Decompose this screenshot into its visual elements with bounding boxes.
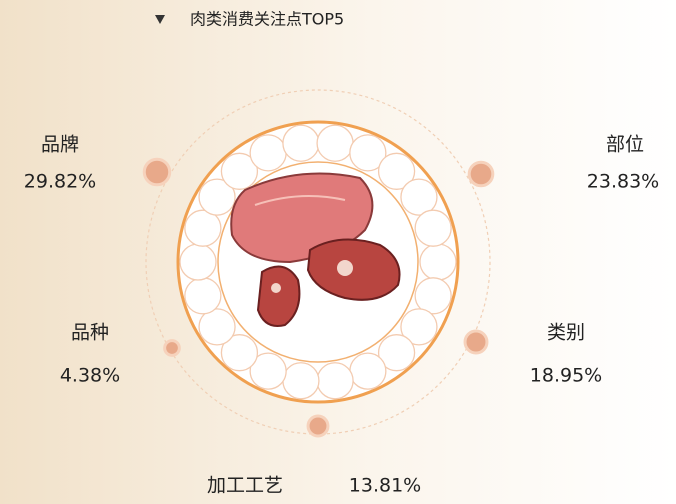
scallop (283, 125, 319, 161)
bubble (144, 159, 169, 184)
bubble (308, 416, 328, 436)
scallop (283, 363, 319, 399)
value-label: 13.81% (349, 475, 421, 497)
value-label: 29.82% (24, 171, 96, 193)
meat-bone (337, 260, 353, 276)
value-label: 23.83% (587, 171, 659, 193)
scallop (180, 244, 216, 280)
category-label: 加工工艺 (207, 475, 283, 497)
scallop (317, 125, 353, 161)
category-label: 部位 (606, 134, 644, 156)
page: 肉类消费关注点TOP5 品牌 29.82% 部位 23.83% 类别 18.95% 加工工艺… (0, 0, 676, 504)
chart: 肉类消费关注点TOP5 品牌 29.82% 部位 23.83% 类别 18.95% 加工工艺… (0, 0, 676, 504)
scallop (317, 363, 353, 399)
scallop (350, 353, 386, 389)
value-label: 4.38% (60, 365, 120, 387)
meat-small (258, 267, 299, 326)
bubble (465, 331, 487, 353)
bubble (165, 341, 180, 356)
category-label: 品牌 (41, 134, 79, 156)
scallop (420, 244, 456, 280)
scallop (185, 278, 221, 314)
category-label: 类别 (547, 322, 585, 344)
value-label: 18.95% (530, 365, 602, 387)
category-label: 品种 (71, 322, 109, 344)
chart-title: 肉类消费关注点TOP5 (190, 10, 344, 29)
scallop (415, 210, 451, 246)
meat-bone (271, 283, 281, 293)
bubble (469, 162, 493, 186)
scallop (250, 135, 286, 171)
